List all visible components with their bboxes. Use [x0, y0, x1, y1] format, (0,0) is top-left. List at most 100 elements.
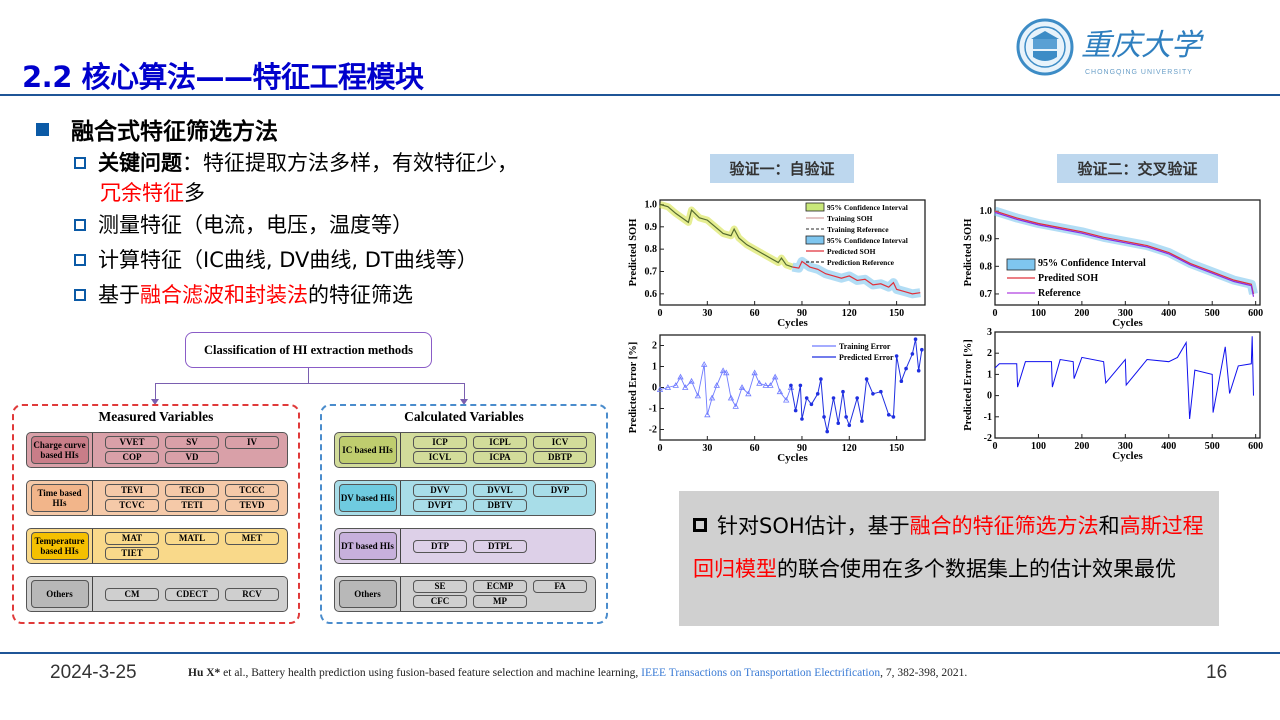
feature-chip: MET [225, 532, 279, 545]
filled-square-bullet-icon [36, 122, 49, 136]
category-label: Time based HIs [30, 484, 89, 512]
svg-text:200: 200 [1074, 308, 1089, 319]
feature-chip: TEVD [225, 499, 279, 512]
svg-text:400: 400 [1161, 308, 1176, 319]
svg-text:1: 1 [652, 362, 657, 373]
feature-chip: SV [165, 436, 219, 449]
citation: Hu X* et al., Battery health prediction … [188, 667, 968, 679]
connector-line [155, 383, 156, 403]
hi-category-row: Temperature based HIs MAT MATL MET TIET [26, 528, 288, 564]
svg-text:重庆大学: 重庆大学 [1081, 28, 1204, 63]
feature-chip: COP [105, 451, 159, 464]
hi-category-row: Charge curve based HIs VVET SV IV COP VD [26, 432, 288, 468]
feature-chip: RCV [225, 587, 279, 601]
chart-self-soh: 0 30 60 90 120 150 0.6 0.7 0.8 0.9 1.0 Cycles Predic… [620, 190, 935, 335]
svg-text:300: 300 [1118, 308, 1133, 319]
category-label: DT based HIs [338, 532, 397, 560]
svg-text:60: 60 [750, 308, 760, 319]
category-label: Temperature based HIs [30, 532, 89, 560]
svg-text:120: 120 [842, 308, 857, 319]
svg-text:150: 150 [889, 443, 904, 454]
svg-text:100: 100 [1031, 308, 1046, 319]
svg-text:90: 90 [797, 308, 807, 319]
hi-category-row: IC based HIs ICP ICPL ICV ICVL ICPA DBTP [334, 432, 596, 468]
svg-text:95% Confidence Interval: 95% Confidence Interval [827, 203, 908, 212]
hollow-square-bullet-icon [74, 254, 86, 266]
feature-chip: DVP [533, 484, 587, 497]
svg-text:300: 300 [1118, 441, 1133, 452]
svg-text:500: 500 [1205, 308, 1220, 319]
connector-line [464, 383, 465, 403]
svg-text:0.8: 0.8 [980, 261, 993, 272]
svg-text:0: 0 [658, 443, 663, 454]
svg-text:CHONGQING UNIVERSITY: CHONGQING UNIVERSITY [1085, 69, 1193, 76]
feature-chip: MP [473, 595, 527, 608]
category-label: DV based HIs [338, 484, 397, 512]
journal-link[interactable]: IEEE Transactions on Transportation Elec… [641, 667, 881, 679]
svg-text:0.7: 0.7 [980, 289, 993, 300]
arrow-down-icon [460, 399, 468, 405]
feature-chip: DBTP [533, 451, 587, 464]
svg-text:1.0: 1.0 [980, 206, 993, 217]
hi-classification-diagram: Classification of HI extraction methods … [10, 325, 615, 630]
emblem-icon [1016, 18, 1074, 76]
hollow-square-bullet-icon [74, 157, 86, 169]
feature-chip: DVVL [473, 484, 527, 497]
self-validation-label: 验证一：自验证 [710, 154, 854, 183]
svg-text:120: 120 [842, 443, 857, 454]
feature-chip: DTPL [473, 539, 527, 553]
svg-text:0.9: 0.9 [645, 222, 658, 233]
svg-text:90: 90 [797, 443, 807, 454]
svg-text:400: 400 [1161, 441, 1176, 452]
feature-chip: DVV [413, 484, 467, 497]
diagram-root-box: Classification of HI extraction methods [185, 332, 432, 368]
category-label: Others [30, 580, 89, 608]
svg-text:95% Confidence Interval: 95% Confidence Interval [827, 236, 908, 245]
hi-category-row: DT based HIs DTP DTPL [334, 528, 596, 564]
category-label: Charge curve based HIs [30, 436, 89, 464]
svg-text:1.0: 1.0 [645, 199, 658, 210]
feature-chip: TEVI [105, 484, 159, 497]
feature-chip: VVET [105, 436, 159, 449]
hollow-square-bullet-icon [74, 219, 86, 231]
connector-line [155, 383, 464, 384]
svg-text:0: 0 [987, 391, 992, 402]
feature-chip: MAT [105, 532, 159, 545]
feature-chip: CM [105, 587, 159, 601]
category-label: Others [338, 580, 397, 608]
section-heading: 融合式特征筛选方法 [71, 119, 278, 145]
svg-text:95% Confidence Interval: 95% Confidence Interval [1038, 258, 1146, 269]
bullet-key-problem: 关键问题：特征提取方法多样，有效特征少， 冗余特征多 [74, 148, 518, 208]
svg-text:0: 0 [658, 308, 663, 319]
svg-text:600: 600 [1248, 441, 1263, 452]
bullet-measured-features: 测量特征（电流，电压，温度等） [74, 210, 413, 240]
hollow-square-bullet-icon [693, 518, 707, 532]
measured-variables-group: Measured Variables Charge curve based HI… [12, 404, 300, 624]
connector-line [308, 368, 309, 383]
feature-chip: ICPL [473, 436, 527, 449]
svg-text:0.9: 0.9 [980, 234, 993, 245]
svg-text:Predited SOH: Predited SOH [1038, 273, 1098, 284]
svg-text:0: 0 [993, 308, 998, 319]
svg-text:3: 3 [987, 327, 992, 338]
feature-chip: FA [533, 580, 587, 593]
bullet-calculated-features: 计算特征（IC曲线, DV曲线, DT曲线等） [74, 245, 478, 275]
title-divider [0, 94, 1280, 96]
svg-text:0.6: 0.6 [645, 289, 658, 300]
svg-text:Predicted SOH: Predicted SOH [963, 219, 974, 287]
feature-chip: SE [413, 580, 467, 593]
svg-text:Predicted SOH: Predicted SOH [827, 247, 876, 256]
university-logo: 重庆大学 CHONGQING UNIVERSITY [1015, 17, 1230, 81]
feature-chip: DBTV [473, 499, 527, 512]
group-title: Measured Variables [98, 409, 214, 424]
slide-title: 2.2 核心算法——特征工程模块 [22, 60, 424, 94]
feature-chip: CFC [413, 595, 467, 608]
feature-chip: ICPA [473, 451, 527, 464]
svg-text:100: 100 [1031, 441, 1046, 452]
feature-chip: CDECT [165, 587, 219, 601]
chart-cross-error: 0 100 200 300 400 500 600 -2 -1 0 1 2 3 Cycles Predict… [955, 325, 1270, 475]
heading-bullet: 融合式特征筛选方法 [36, 112, 278, 146]
svg-text:60: 60 [750, 443, 760, 454]
page-number: 16 [1206, 662, 1228, 683]
category-label: IC based HIs [338, 436, 397, 464]
